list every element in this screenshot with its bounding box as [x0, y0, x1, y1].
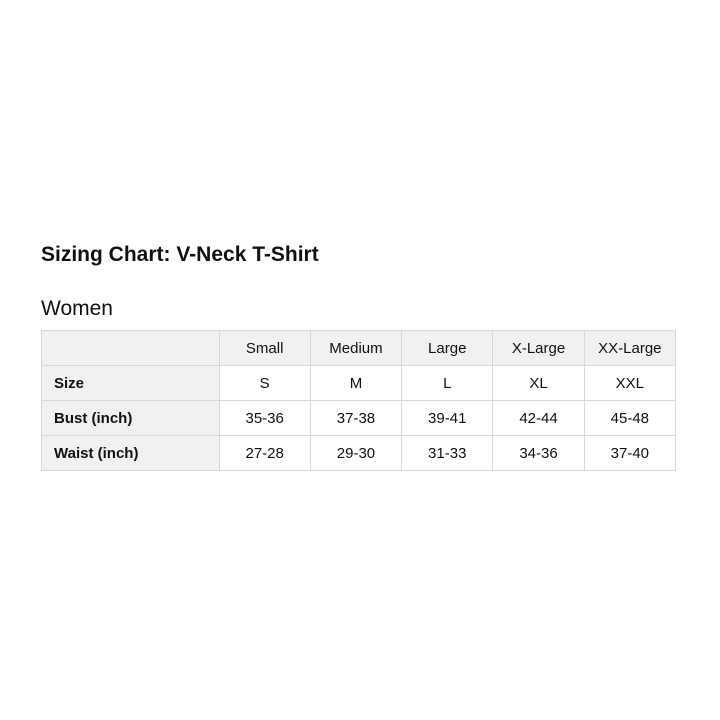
header-cell-large: Large [401, 330, 494, 366]
row-label-size: Size [41, 365, 220, 401]
table-row-waist: Waist (inch) 27-28 29-30 31-33 34-36 37-… [41, 435, 677, 471]
value-cell: 34-36 [492, 435, 585, 471]
header-cell-xx-large: XX-Large [583, 330, 677, 366]
value-cell: S [218, 365, 311, 401]
row-label-bust: Bust (inch) [41, 400, 220, 436]
value-cell: 42-44 [492, 400, 585, 436]
value-cell: 39-41 [401, 400, 494, 436]
value-cell: 31-33 [401, 435, 494, 471]
header-cell-x-large: X-Large [492, 330, 585, 366]
row-label-waist: Waist (inch) [41, 435, 220, 471]
value-cell: 27-28 [218, 435, 311, 471]
header-cell-small: Small [218, 330, 311, 366]
value-cell: XXL [583, 365, 677, 401]
value-cell: M [309, 365, 403, 401]
sizing-table: Small Medium Large X-Large XX-Large Size… [41, 330, 677, 471]
table-header-row: Small Medium Large X-Large XX-Large [41, 330, 677, 366]
value-cell: 45-48 [583, 400, 677, 436]
table-row-size: Size S M L XL XXL [41, 365, 677, 401]
header-cell-empty [41, 330, 220, 366]
page-title: Sizing Chart: V-Neck T-Shirt [41, 243, 319, 266]
value-cell: 37-40 [583, 435, 677, 471]
value-cell: XL [492, 365, 585, 401]
value-cell: L [401, 365, 494, 401]
value-cell: 29-30 [309, 435, 403, 471]
header-cell-medium: Medium [309, 330, 403, 366]
section-heading-women: Women [41, 297, 113, 320]
value-cell: 37-38 [309, 400, 403, 436]
table-row-bust: Bust (inch) 35-36 37-38 39-41 42-44 45-4… [41, 400, 677, 436]
value-cell: 35-36 [218, 400, 311, 436]
